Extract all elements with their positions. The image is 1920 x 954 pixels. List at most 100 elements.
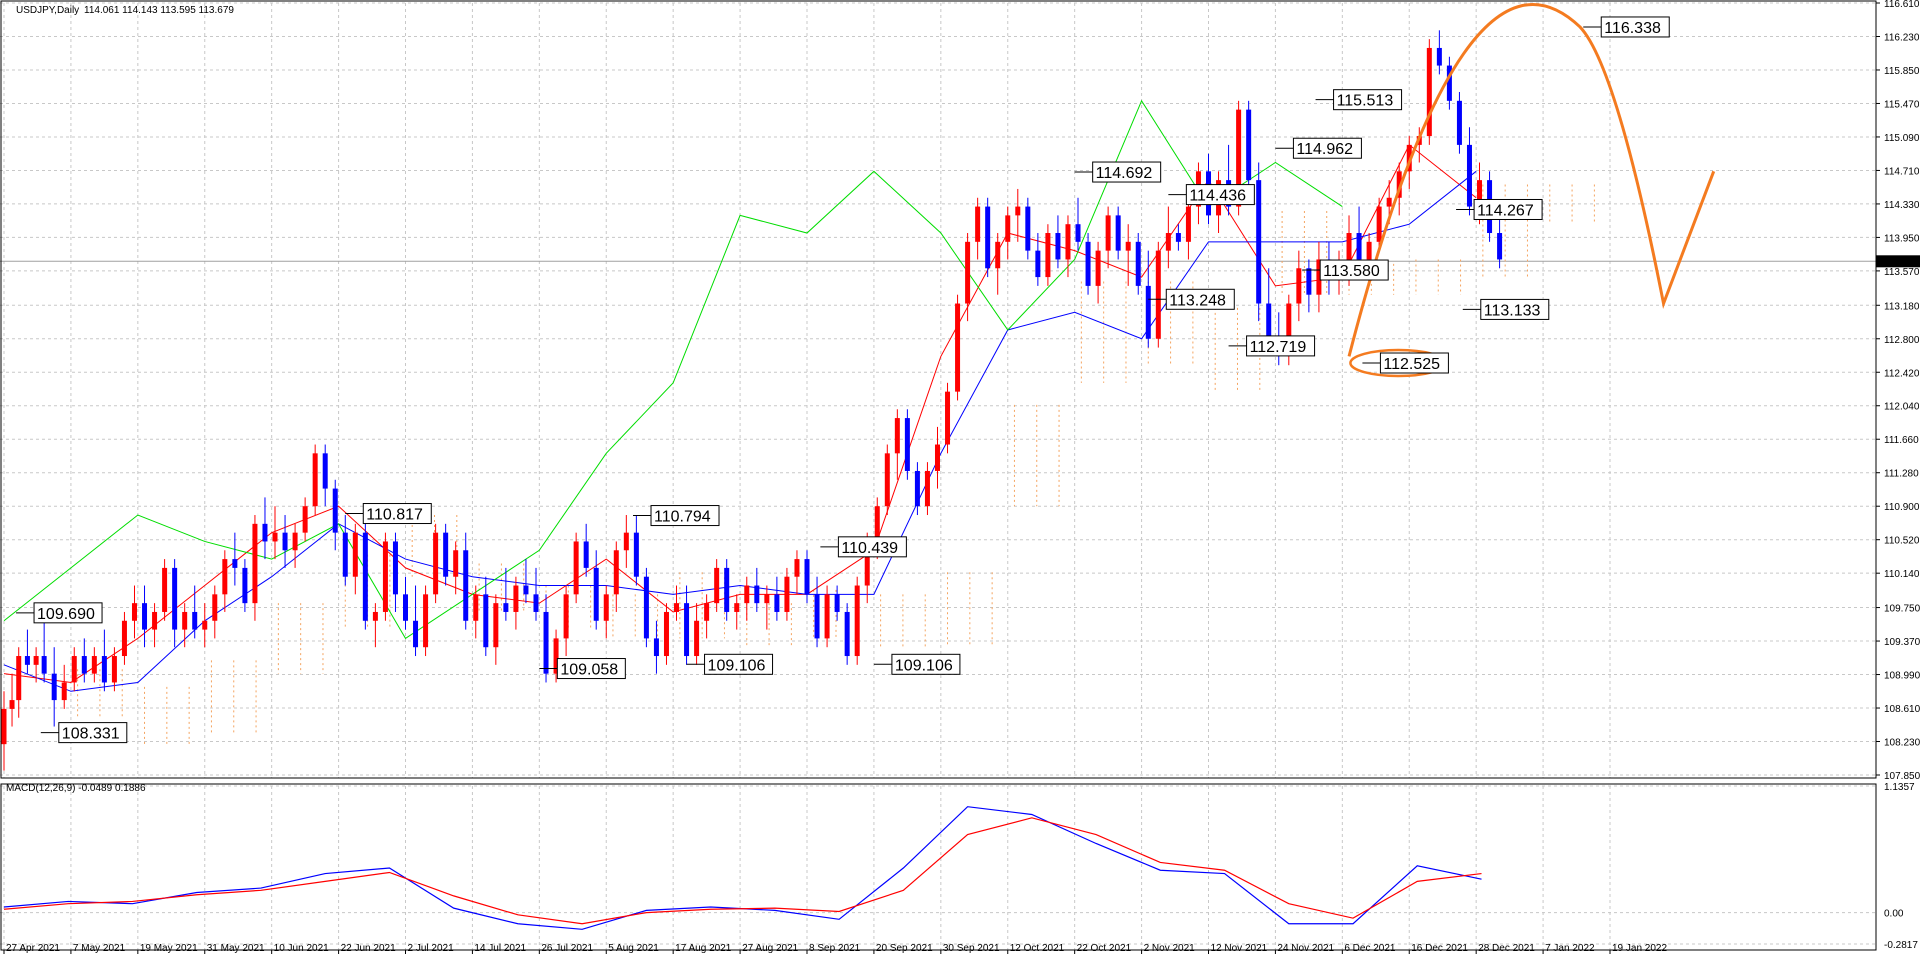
candle-body [1477, 180, 1483, 207]
candle-body [523, 585, 529, 595]
candle-body [1015, 206, 1021, 216]
y-tick-label: 110.140 [1884, 569, 1920, 580]
x-tick-label: 24 Nov 2021 [1277, 943, 1334, 954]
candle-body [131, 603, 137, 621]
candle-body [1426, 47, 1432, 137]
candle-body [322, 453, 328, 489]
candle-body [1296, 268, 1302, 304]
candle-body [894, 418, 900, 454]
candle-body [483, 594, 489, 648]
price-label: 108.331 [62, 726, 120, 743]
price-label-box [1333, 89, 1403, 111]
main-frame [0, 0, 1877, 779]
candle-body [332, 488, 338, 533]
candle-body [1376, 206, 1382, 242]
candle-body [162, 567, 168, 612]
x-tick-label: 30 Sep 2021 [943, 943, 1000, 954]
price-label: 114.962 [1296, 141, 1353, 158]
candle-body [392, 541, 398, 595]
price-label-box [1379, 352, 1449, 374]
candle-body [643, 576, 649, 639]
x-tick-label: 14 Jul 2021 [474, 943, 526, 954]
candle-body [423, 594, 429, 648]
price-label-box [1246, 335, 1316, 357]
candle-body [443, 532, 449, 577]
tenkan-line [3, 144, 1477, 683]
macd-tick-label: 1.1357 [1884, 782, 1915, 793]
candle-body [1456, 100, 1462, 145]
candle-body [1165, 233, 1171, 251]
candle-body [302, 506, 308, 533]
candle-body [413, 620, 419, 648]
x-tick-label: 6 Dec 2021 [1344, 943, 1396, 954]
candle-body [41, 656, 47, 674]
y-tick-label: 115.850 [1884, 66, 1920, 77]
y-tick-label: 112.420 [1884, 368, 1920, 379]
y-tick-label: 113.570 [1884, 267, 1920, 278]
candle-body [473, 594, 479, 621]
candle-body [1316, 259, 1322, 295]
price-label-box [704, 653, 774, 675]
candle-body [1246, 109, 1252, 181]
candle-body [1135, 241, 1141, 286]
candle-body [1396, 171, 1402, 198]
x-tick-label: 31 May 2021 [207, 943, 265, 954]
candle-body [81, 656, 87, 674]
candle-body [663, 611, 669, 657]
candle-body [342, 532, 348, 577]
candle-body [754, 585, 760, 604]
candle-body [553, 638, 559, 674]
candle-body [1306, 268, 1312, 295]
y-tick-label: 110.520 [1884, 536, 1920, 547]
price-label-box [58, 722, 128, 744]
price-label-box [837, 536, 907, 558]
price-label: 109.690 [37, 606, 95, 623]
candle-body [1356, 233, 1362, 260]
price-label-box [891, 653, 961, 675]
y-tick-label: 116.230 [1884, 32, 1920, 43]
candle-body [653, 638, 659, 657]
price-label: 114.692 [1096, 165, 1153, 182]
candle-body [1, 708, 7, 745]
pattern-path [1347, 2, 1716, 357]
x-tick-label: 19 May 2021 [140, 943, 198, 954]
indicator-lines [3, 99, 1477, 692]
candle-body [503, 603, 509, 612]
price-label: 113.248 [1169, 292, 1226, 309]
candle-body [814, 594, 820, 639]
candle-body [463, 550, 469, 621]
y-tick-label: 109.370 [1884, 637, 1920, 648]
x-tick-label: 12 Nov 2021 [1211, 943, 1268, 954]
candle-body [382, 541, 388, 612]
candle-body [985, 206, 991, 269]
candle-body [633, 532, 639, 577]
y-tick-label: 108.990 [1884, 671, 1920, 682]
price-label-box [1185, 184, 1255, 206]
price-label: 114.436 [1189, 188, 1246, 205]
price-label: 112.525 [1383, 356, 1440, 373]
macd-tick-label: -0.2817 [1884, 940, 1918, 951]
candle-body [914, 470, 920, 507]
candle-body [1125, 241, 1131, 251]
candle-body [24, 656, 30, 665]
candle-body [9, 700, 15, 709]
candle-body [51, 673, 57, 701]
candle-body [694, 620, 700, 657]
x-tick-label: 7 Jan 2022 [1545, 943, 1595, 954]
candle-body [142, 603, 148, 630]
macd-panel: 1.1357 0.00 -0.2817 [0, 782, 1918, 951]
candle-body [182, 611, 188, 630]
candle-body [192, 611, 198, 630]
candle-body [573, 541, 579, 595]
x-tick-label: 28 Dec 2021 [1478, 943, 1535, 954]
candle-body [212, 594, 218, 621]
x-tick-label: 20 Sep 2021 [876, 943, 933, 954]
price-label-box [1092, 161, 1162, 183]
candle-body [563, 594, 569, 639]
candle-body [955, 303, 961, 392]
candle-body [242, 567, 248, 604]
candle-body [613, 550, 619, 595]
